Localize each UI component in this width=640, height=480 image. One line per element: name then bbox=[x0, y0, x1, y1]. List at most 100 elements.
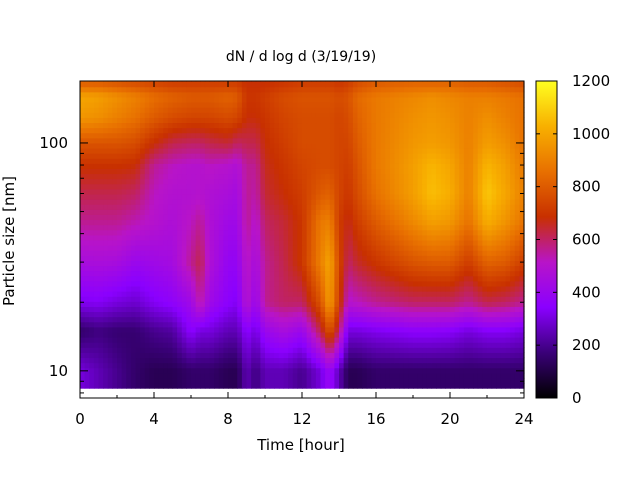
heatmap-cell bbox=[158, 168, 164, 175]
heatmap-cell bbox=[158, 234, 164, 241]
heatmap-cell bbox=[80, 183, 86, 190]
heatmap-cell bbox=[223, 245, 229, 251]
heatmap-cell bbox=[246, 275, 252, 282]
heatmap-cell bbox=[482, 209, 488, 215]
heatmap-cell bbox=[339, 265, 345, 272]
heatmap-cell bbox=[339, 132, 345, 139]
heatmap-cell bbox=[288, 306, 294, 313]
heatmap-cell bbox=[422, 193, 428, 200]
heatmap-cell bbox=[288, 382, 294, 389]
heatmap-cell bbox=[274, 193, 280, 200]
heatmap-cell bbox=[385, 265, 391, 272]
heatmap-cell bbox=[288, 357, 294, 364]
heatmap-cell bbox=[251, 122, 257, 129]
heatmap-cell bbox=[191, 265, 197, 272]
heatmap-cell bbox=[274, 122, 280, 129]
heatmap-cell bbox=[237, 153, 243, 159]
heatmap-cell bbox=[408, 255, 414, 261]
heatmap-cell bbox=[403, 306, 409, 313]
heatmap-cell bbox=[84, 214, 90, 221]
heatmap-cell bbox=[426, 372, 433, 379]
heatmap-cell bbox=[408, 352, 414, 359]
heatmap-cell bbox=[103, 260, 109, 267]
heatmap-cell bbox=[306, 127, 312, 134]
heatmap-cell bbox=[357, 347, 363, 353]
heatmap-cell bbox=[186, 301, 192, 307]
heatmap-cell bbox=[510, 214, 516, 221]
heatmap-cell bbox=[491, 193, 497, 200]
heatmap-cell bbox=[191, 188, 197, 195]
heatmap-cell bbox=[241, 357, 248, 364]
heatmap-cell bbox=[292, 234, 298, 241]
heatmap-cell bbox=[389, 260, 396, 267]
heatmap-cell bbox=[144, 168, 150, 175]
heatmap-cell bbox=[112, 245, 118, 251]
heatmap-cell bbox=[228, 362, 234, 369]
heatmap-cell bbox=[93, 337, 100, 343]
heatmap-cell bbox=[357, 367, 363, 374]
heatmap-cell bbox=[103, 367, 109, 374]
heatmap-cell bbox=[496, 173, 502, 180]
heatmap-cell bbox=[167, 239, 174, 246]
heatmap-cell bbox=[228, 306, 234, 313]
heatmap-cell bbox=[172, 265, 178, 272]
heatmap-cell bbox=[496, 127, 502, 134]
heatmap-cell bbox=[440, 367, 446, 374]
heatmap-cell bbox=[399, 158, 405, 164]
heatmap-cell bbox=[89, 168, 95, 175]
heatmap-cell bbox=[195, 245, 201, 251]
heatmap-cell bbox=[454, 352, 460, 359]
heatmap-cell bbox=[260, 337, 266, 343]
heatmap-cell bbox=[431, 382, 437, 389]
heatmap-cell bbox=[278, 285, 285, 292]
heatmap-cell bbox=[255, 122, 261, 129]
heatmap-cell bbox=[422, 270, 428, 277]
heatmap-cell bbox=[177, 296, 183, 302]
heatmap-cell bbox=[477, 316, 483, 323]
heatmap-cell bbox=[204, 153, 211, 159]
heatmap-cell bbox=[232, 342, 238, 348]
heatmap-cell bbox=[306, 372, 312, 379]
heatmap-cell bbox=[496, 316, 502, 323]
heatmap-cell bbox=[140, 255, 146, 261]
heatmap-cell bbox=[302, 311, 308, 318]
heatmap-cell bbox=[209, 137, 215, 144]
heatmap-cell bbox=[84, 163, 90, 169]
heatmap-cell bbox=[436, 178, 442, 185]
heatmap-cell bbox=[260, 239, 266, 246]
heatmap-cell bbox=[431, 173, 437, 180]
heatmap-cell bbox=[343, 239, 349, 246]
heatmap-cell bbox=[241, 173, 248, 180]
heatmap-cell bbox=[265, 245, 271, 251]
heatmap-cell bbox=[126, 199, 132, 205]
heatmap-cell bbox=[348, 122, 354, 129]
heatmap-cell bbox=[514, 311, 520, 318]
heatmap-cell bbox=[334, 127, 340, 134]
heatmap-cell bbox=[130, 137, 137, 144]
heatmap-cell bbox=[232, 142, 238, 149]
heatmap-cell bbox=[315, 316, 322, 323]
heatmap-cell bbox=[477, 367, 483, 374]
heatmap-cell bbox=[98, 137, 104, 144]
heatmap-cell bbox=[514, 147, 520, 154]
heatmap-cell bbox=[380, 296, 386, 302]
heatmap-cell bbox=[380, 342, 386, 348]
heatmap-cell bbox=[376, 122, 382, 129]
heatmap-cell bbox=[204, 270, 211, 277]
heatmap-cell bbox=[320, 362, 326, 369]
heatmap-cell bbox=[121, 260, 127, 267]
heatmap-cell bbox=[283, 260, 289, 267]
heatmap-cell bbox=[450, 229, 456, 236]
heatmap-cell bbox=[394, 219, 400, 226]
heatmap-cell bbox=[121, 331, 127, 338]
heatmap-cell bbox=[334, 178, 340, 185]
heatmap-cell bbox=[362, 331, 368, 338]
heatmap-cell bbox=[454, 270, 460, 277]
heatmap-cell bbox=[362, 250, 368, 256]
heatmap-cell bbox=[329, 132, 335, 139]
heatmap-cell bbox=[422, 382, 428, 389]
heatmap-cell bbox=[117, 147, 123, 154]
heatmap-cell bbox=[320, 326, 326, 333]
heatmap-cell bbox=[246, 321, 252, 328]
heatmap-cell bbox=[98, 311, 104, 318]
